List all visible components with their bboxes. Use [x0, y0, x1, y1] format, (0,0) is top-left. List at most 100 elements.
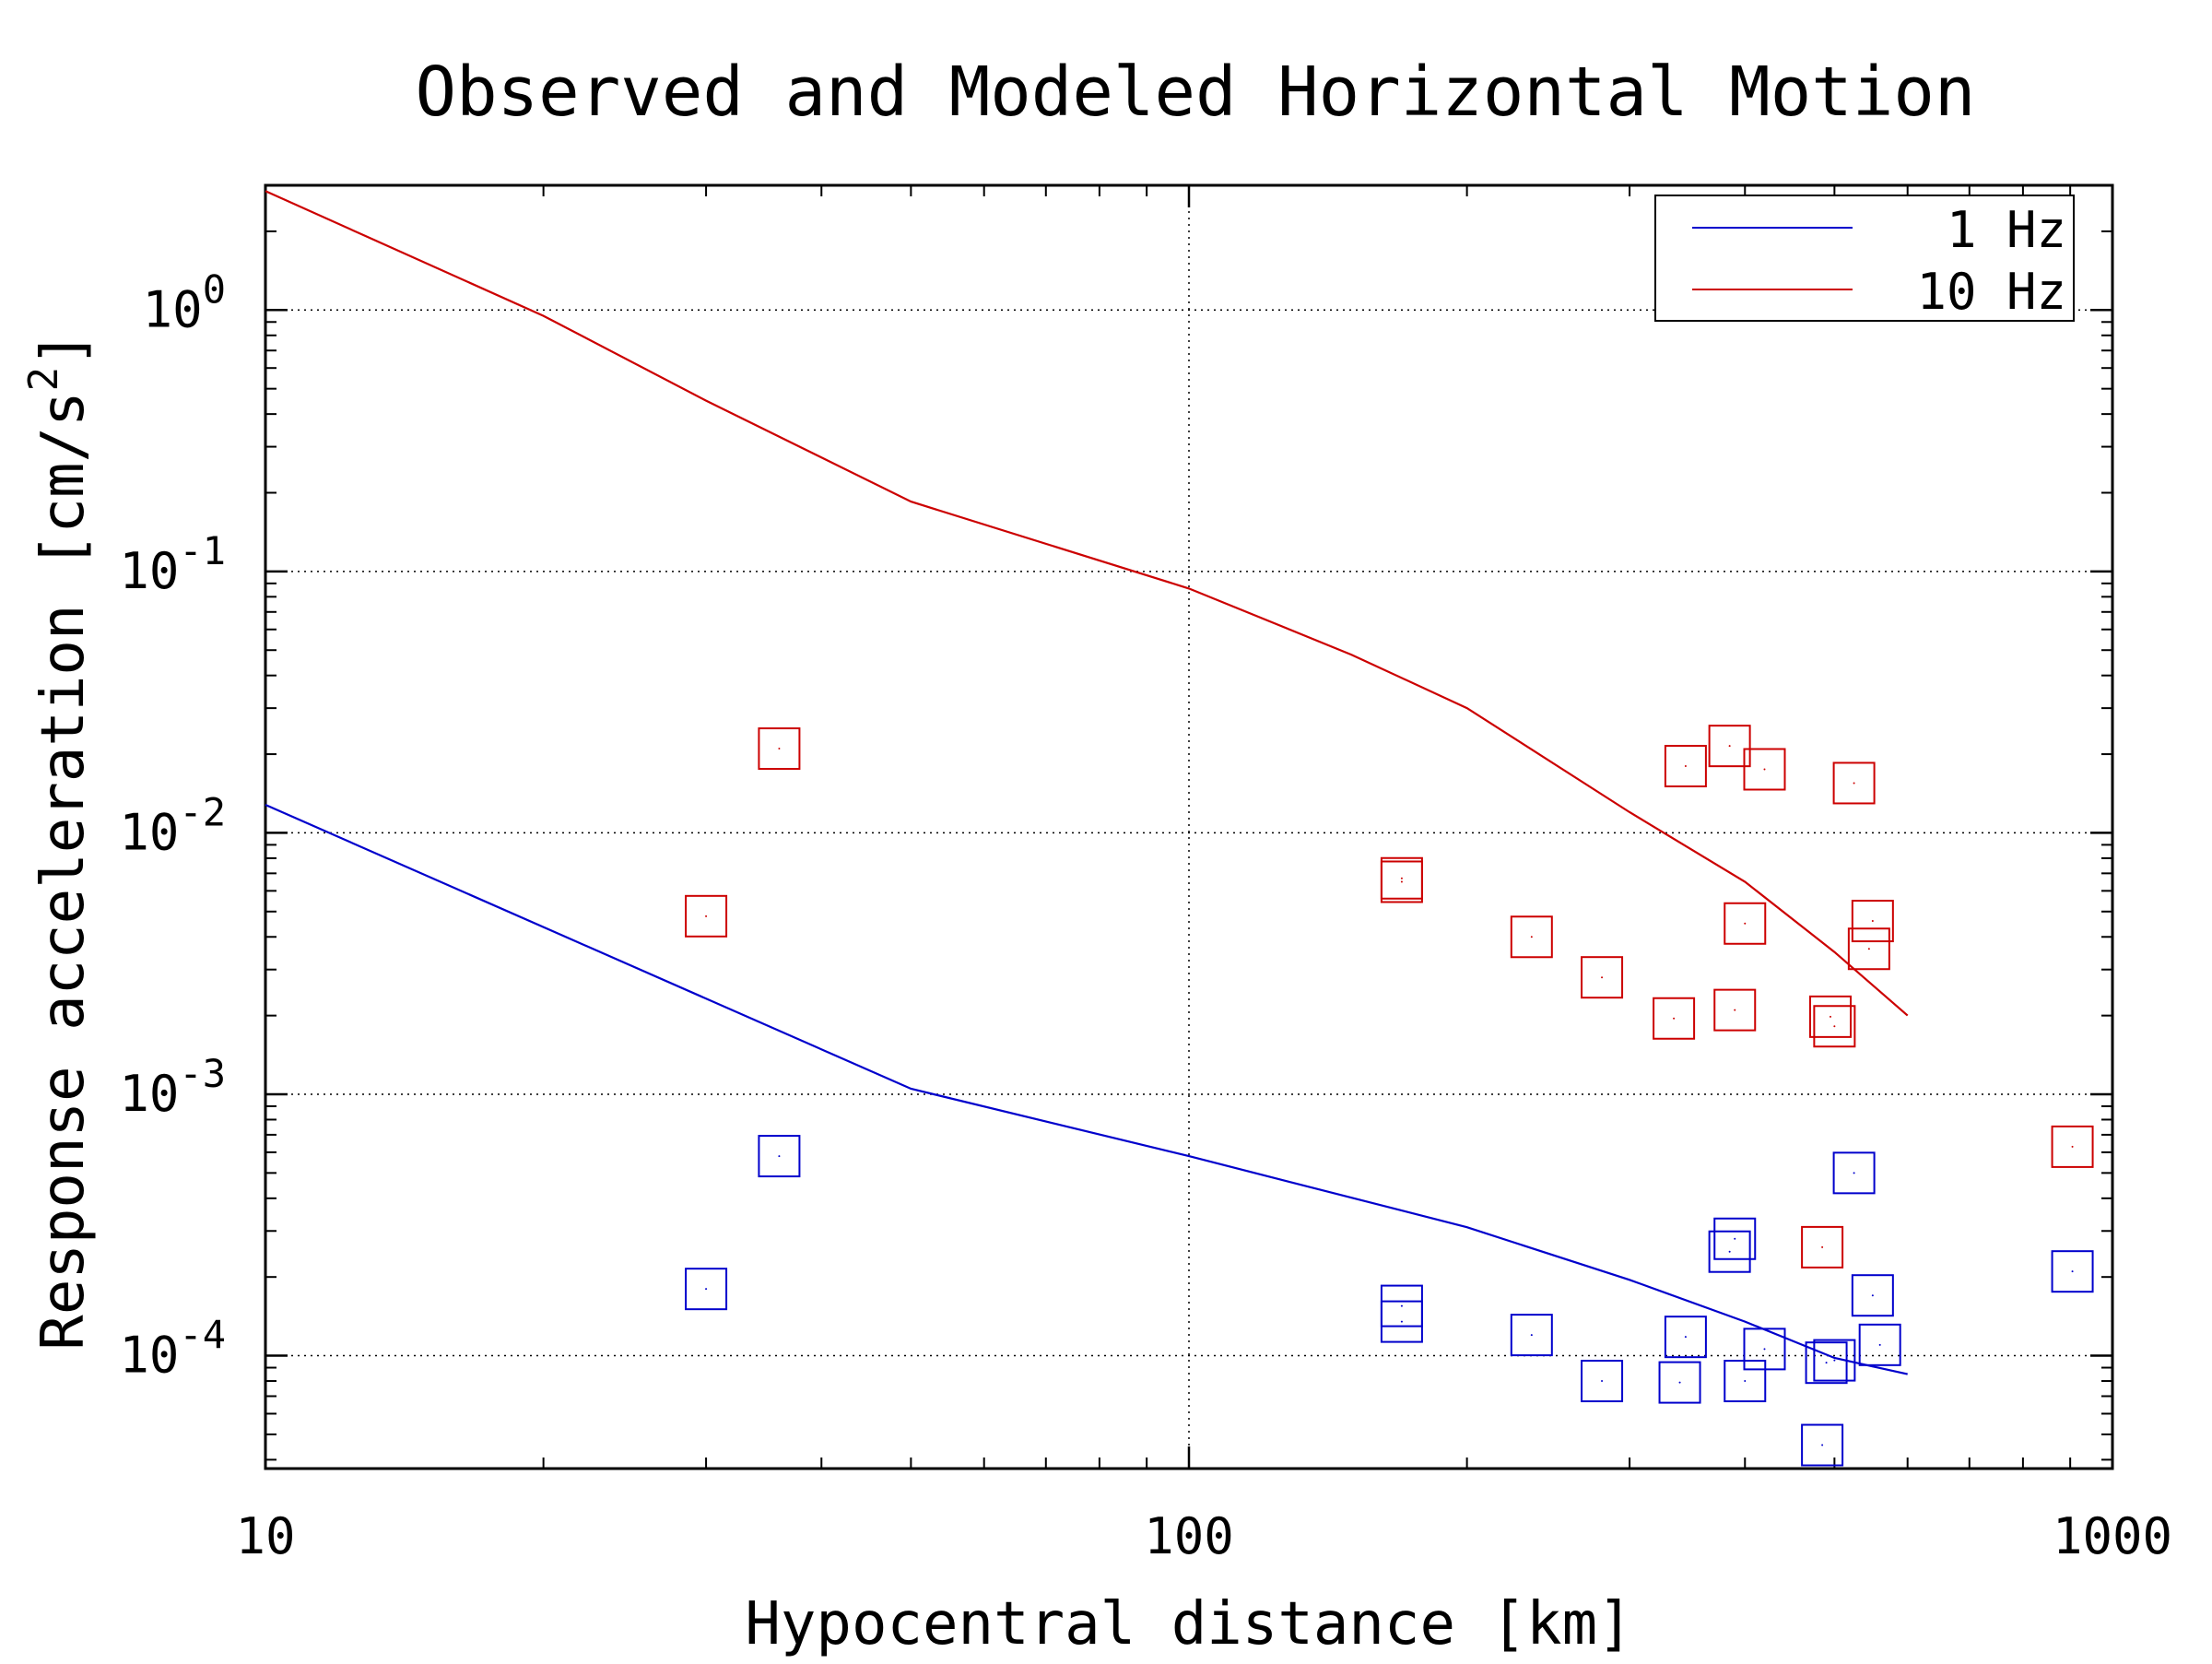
- legend-box: [1654, 195, 2075, 322]
- observed-marker-dot-1hz: [1530, 1334, 1533, 1337]
- observed-marker-10hz: [1808, 995, 1852, 1038]
- observed-marker-1hz: [1658, 1361, 1701, 1404]
- x-axis-ticks: 10 100 1000: [235, 185, 2172, 1565]
- y-axis-label: Response acceleration [cm/s2]: [20, 331, 98, 1350]
- legend-label-1hz: 1 Hz: [1947, 201, 2066, 259]
- observed-marker-dot-10hz: [1871, 920, 1874, 923]
- observed-marker-1hz: [1851, 1274, 1894, 1317]
- legend-label-10hz: 10 Hz: [1916, 263, 2066, 321]
- observed-marker-10hz: [1813, 1005, 1856, 1048]
- observed-marker-dot-1hz: [1821, 1444, 1824, 1446]
- observed-marker-dot-10hz: [2071, 1145, 2074, 1148]
- observed-marker-10hz: [1832, 761, 1876, 805]
- observed-marker-dot-1hz: [1763, 1348, 1766, 1351]
- observed-marker-10hz: [1713, 988, 1757, 1032]
- observed-marker-dot-10hz: [1763, 768, 1766, 771]
- observed-marker-dot-10hz: [1734, 1009, 1736, 1011]
- series-lines: [265, 190, 1909, 1375]
- x-axis-label: Hypocentral distance [km]: [745, 1590, 1632, 1658]
- observed-marker-dot-1hz: [1833, 1359, 1836, 1362]
- x-tick-label: 10: [235, 1507, 295, 1565]
- observed-marker-dot-10hz: [1744, 922, 1747, 925]
- grid-lines: [265, 185, 2112, 1469]
- x-tick-label: 1000: [2053, 1507, 2172, 1565]
- observed-marker-10hz: [685, 894, 728, 938]
- observed-marker-1hz: [1858, 1323, 1901, 1366]
- observed-marker-dot-10hz: [1400, 880, 1403, 883]
- observed-marker-dot-1hz: [1684, 1336, 1687, 1339]
- y-tick-label: 10-4: [119, 1313, 226, 1385]
- observed-marker-dot-10hz: [1833, 1025, 1836, 1028]
- observed-marker-dot-1hz: [1728, 1250, 1731, 1253]
- observed-marker-dot-1hz: [1871, 1294, 1874, 1297]
- observed-marker-dot-1hz: [1853, 1172, 1855, 1174]
- observed-marker-dot-1hz: [1601, 1380, 1604, 1383]
- observed-marker-dot-1hz: [2071, 1270, 2074, 1273]
- y-axis-label-text: Response acceleration [cm/s: [29, 391, 98, 1350]
- observed-marker-1hz: [1664, 1316, 1707, 1359]
- observed-marker-10hz: [758, 727, 801, 771]
- observed-marker-1hz: [1743, 1328, 1786, 1371]
- legend: 1 Hz 10 Hz: [1654, 195, 2075, 322]
- observed-marker-dot-10hz: [1673, 1017, 1676, 1020]
- observed-marker-10hz: [1708, 725, 1751, 768]
- observed-marker-dot-1hz: [1734, 1237, 1736, 1240]
- observed-marker-dot-1hz: [705, 1288, 708, 1291]
- observed-marker-10hz: [1510, 915, 1553, 959]
- observed-marker-1hz: [758, 1135, 801, 1178]
- observed-marker-1hz: [1832, 1151, 1876, 1195]
- y-axis-ticks: 100 10-1 10-2 10-3 10-4: [119, 266, 2112, 1385]
- observed-marker-10hz: [1581, 956, 1624, 999]
- y-tick-label: 10-2: [119, 789, 226, 861]
- observed-marker-dot-1hz: [1825, 1362, 1828, 1364]
- y-axis-label-superscript: 2: [20, 367, 67, 392]
- observed-marker-10hz: [1851, 900, 1894, 943]
- minor-ticks: [265, 184, 2112, 1469]
- observed-marker-10hz: [1847, 927, 1890, 971]
- observed-marker-1hz: [1813, 1339, 1856, 1382]
- model-line-10hz: [265, 190, 1909, 1017]
- observed-marker-1hz: [1805, 1341, 1848, 1385]
- observed-marker-dot-10hz: [1530, 936, 1533, 938]
- observed-marker-10hz: [1801, 1225, 1844, 1269]
- observed-marker-dot-10hz: [778, 748, 781, 750]
- observed-marker-dot-10hz: [1821, 1245, 1824, 1248]
- observed-marker-dot-1hz: [1678, 1381, 1681, 1384]
- observed-marker-dot-10hz: [1400, 877, 1403, 879]
- observed-marker-dot-10hz: [705, 915, 708, 917]
- model-line-1hz: [265, 803, 1908, 1375]
- observed-marker-10hz: [1664, 745, 1707, 788]
- observed-marker-10hz: [1724, 902, 1767, 945]
- observed-marker-dot-10hz: [1853, 782, 1855, 785]
- observed-marker-dot-10hz: [1601, 976, 1604, 979]
- observed-marker-dot-10hz: [1684, 765, 1687, 768]
- observed-marker-1hz: [685, 1268, 728, 1311]
- observed-marker-10hz: [2051, 1125, 2094, 1168]
- observed-marker-1hz: [1801, 1423, 1844, 1467]
- x-tick-label: 100: [1144, 1507, 1234, 1565]
- chart-title: Observed and Modeled Horizontal Motion: [416, 53, 1976, 132]
- observed-markers: [685, 725, 2094, 1467]
- observed-marker-dot-10hz: [1829, 1015, 1831, 1018]
- observed-marker-dot-10hz: [1867, 948, 1870, 950]
- observed-marker-10hz: [1653, 997, 1696, 1040]
- observed-marker-10hz: [1380, 856, 1423, 900]
- observed-marker-dot-10hz: [1728, 745, 1731, 748]
- observed-marker-1hz: [1708, 1230, 1751, 1273]
- observed-marker-1hz: [1380, 1300, 1423, 1343]
- observed-marker-1hz: [1510, 1314, 1553, 1357]
- observed-marker-10hz: [1743, 748, 1786, 791]
- y-tick-label: 100: [143, 266, 226, 338]
- observed-marker-1hz: [2051, 1250, 2094, 1293]
- y-axis-label-bracket: ]: [29, 331, 98, 367]
- observed-marker-1hz: [1581, 1360, 1624, 1403]
- y-tick-label: 10-3: [119, 1051, 226, 1123]
- observed-marker-dot-1hz: [1400, 1320, 1403, 1323]
- observed-marker-dot-1hz: [1878, 1343, 1881, 1346]
- observed-marker-dot-1hz: [1400, 1304, 1403, 1307]
- observed-marker-1hz: [1713, 1217, 1757, 1260]
- observed-marker-dot-1hz: [1744, 1380, 1747, 1383]
- observed-marker-dot-1hz: [778, 1155, 781, 1158]
